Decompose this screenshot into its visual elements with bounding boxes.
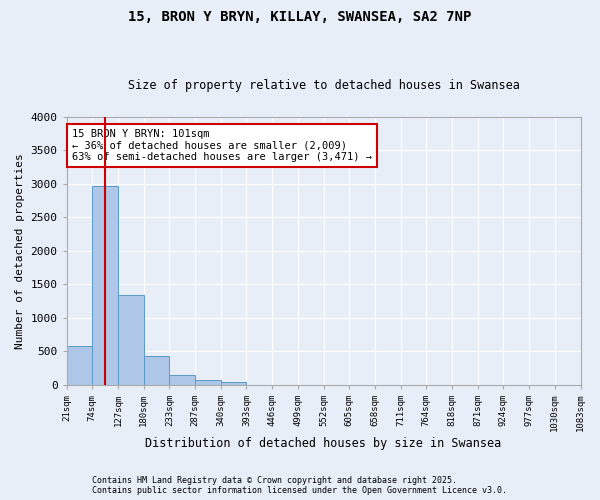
Title: Size of property relative to detached houses in Swansea: Size of property relative to detached ho…: [128, 79, 520, 92]
Bar: [195, 380, 221, 385]
X-axis label: Distribution of detached houses by size in Swansea: Distribution of detached houses by size …: [145, 437, 502, 450]
Text: 15, BRON Y BRYN, KILLAY, SWANSEA, SA2 7NP: 15, BRON Y BRYN, KILLAY, SWANSEA, SA2 7N…: [128, 10, 472, 24]
Bar: [169, 374, 195, 385]
Bar: [143, 356, 169, 385]
Bar: [118, 295, 143, 385]
Bar: [221, 382, 247, 385]
Text: Contains HM Land Registry data © Crown copyright and database right 2025.
Contai: Contains HM Land Registry data © Crown c…: [92, 476, 508, 495]
Y-axis label: Number of detached properties: Number of detached properties: [15, 153, 25, 348]
Bar: [67, 346, 92, 385]
Text: 15 BRON Y BRYN: 101sqm
← 36% of detached houses are smaller (2,009)
63% of semi-: 15 BRON Y BRYN: 101sqm ← 36% of detached…: [72, 129, 372, 162]
Bar: [92, 186, 118, 385]
